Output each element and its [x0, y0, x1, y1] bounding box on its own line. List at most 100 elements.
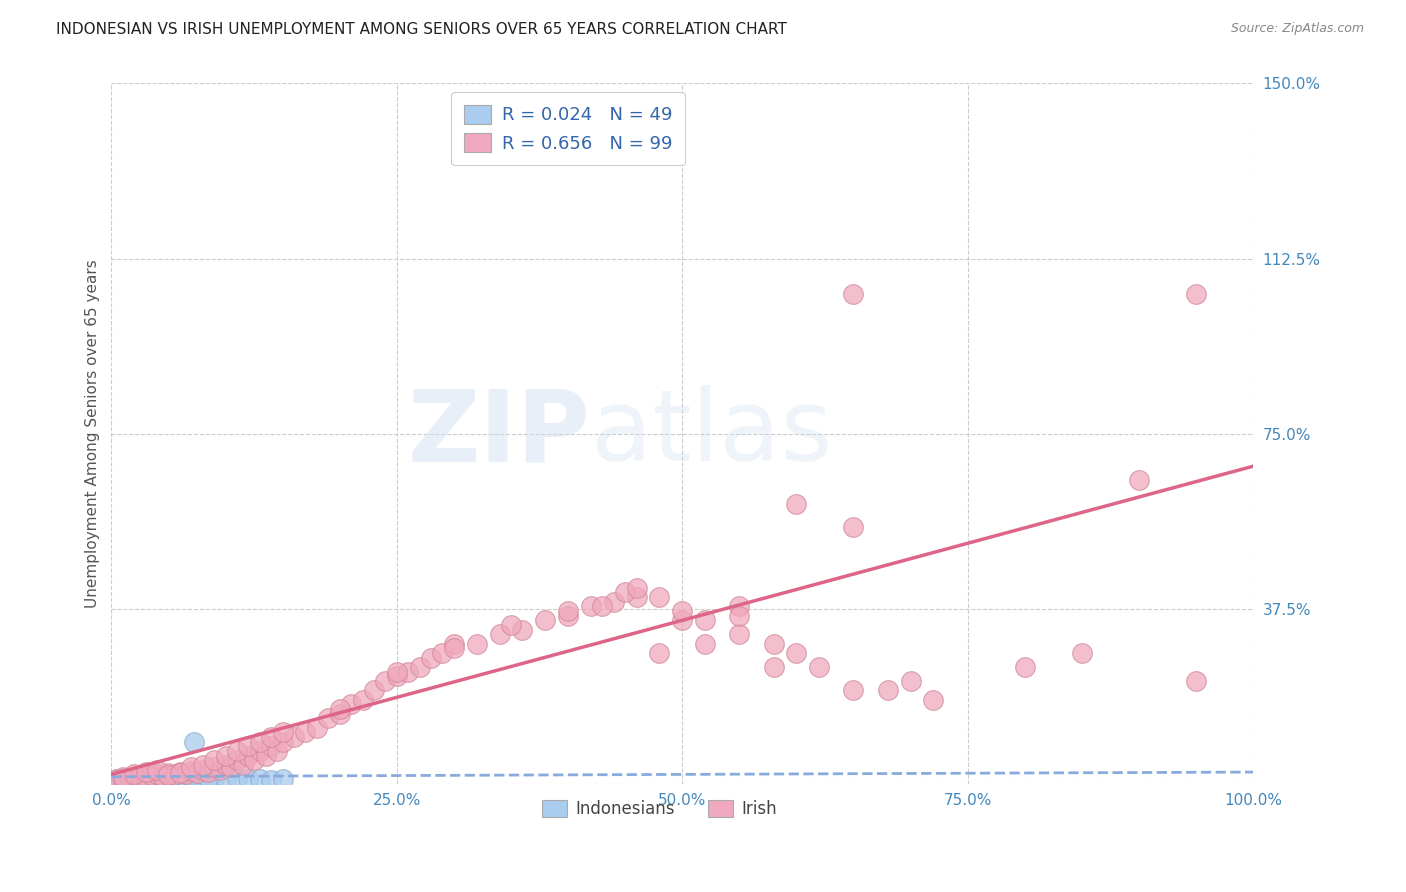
- Point: [512, 623, 534, 637]
- Point: [132, 772, 155, 786]
- Point: [148, 772, 170, 786]
- Point: [340, 698, 363, 712]
- Point: [1185, 286, 1208, 301]
- Point: [842, 520, 865, 534]
- Point: [329, 702, 352, 716]
- Point: [602, 595, 624, 609]
- Point: [191, 758, 214, 772]
- Point: [693, 613, 716, 627]
- Point: [169, 766, 191, 780]
- Point: [214, 758, 236, 772]
- Point: [214, 772, 236, 786]
- Point: [728, 627, 751, 641]
- Point: [150, 772, 173, 786]
- Point: [124, 772, 146, 786]
- Point: [443, 641, 465, 656]
- Text: ZIP: ZIP: [408, 385, 591, 482]
- Point: [465, 637, 488, 651]
- Point: [614, 585, 637, 599]
- Point: [271, 772, 294, 786]
- Point: [318, 711, 340, 725]
- Point: [159, 771, 181, 785]
- Point: [141, 772, 163, 786]
- Point: [117, 772, 139, 786]
- Point: [876, 683, 898, 698]
- Point: [105, 772, 128, 786]
- Point: [260, 730, 283, 744]
- Point: [169, 765, 191, 780]
- Point: [146, 767, 169, 781]
- Point: [208, 763, 231, 777]
- Point: [499, 618, 522, 632]
- Point: [157, 772, 180, 786]
- Point: [420, 650, 443, 665]
- Point: [591, 599, 613, 614]
- Point: [177, 772, 200, 787]
- Text: Source: ZipAtlas.com: Source: ZipAtlas.com: [1230, 22, 1364, 36]
- Point: [626, 590, 648, 604]
- Point: [238, 772, 260, 786]
- Point: [214, 748, 236, 763]
- Point: [260, 772, 283, 787]
- Point: [762, 637, 785, 651]
- Point: [249, 744, 271, 758]
- Point: [238, 748, 260, 763]
- Point: [202, 753, 225, 767]
- Point: [169, 772, 191, 786]
- Point: [152, 770, 174, 784]
- Point: [728, 599, 751, 614]
- Point: [693, 637, 716, 651]
- Point: [191, 763, 214, 777]
- Point: [131, 772, 153, 787]
- Point: [363, 683, 385, 698]
- Point: [105, 772, 128, 786]
- Point: [842, 683, 865, 698]
- Point: [842, 286, 865, 301]
- Point: [762, 660, 785, 674]
- Point: [385, 669, 408, 683]
- Point: [305, 721, 328, 735]
- Point: [226, 744, 249, 758]
- Point: [374, 673, 396, 688]
- Point: [785, 497, 807, 511]
- Point: [1070, 646, 1092, 660]
- Point: [135, 771, 157, 785]
- Point: [120, 771, 142, 785]
- Point: [111, 772, 134, 787]
- Point: [174, 772, 197, 786]
- Point: [534, 613, 557, 627]
- Point: [172, 772, 194, 786]
- Point: [408, 660, 430, 674]
- Point: [254, 748, 277, 763]
- Point: [117, 771, 139, 785]
- Point: [385, 665, 408, 679]
- Point: [122, 767, 145, 781]
- Point: [219, 760, 242, 774]
- Point: [186, 771, 208, 785]
- Point: [122, 770, 145, 784]
- Point: [135, 772, 157, 786]
- Point: [146, 772, 169, 786]
- Point: [153, 772, 176, 787]
- Point: [152, 772, 174, 786]
- Point: [249, 735, 271, 749]
- Point: [121, 772, 143, 787]
- Legend: Indonesians, Irish: Indonesians, Irish: [536, 793, 783, 824]
- Point: [266, 744, 288, 758]
- Point: [186, 766, 208, 780]
- Point: [626, 581, 648, 595]
- Point: [180, 764, 202, 778]
- Point: [243, 753, 266, 767]
- Point: [1014, 660, 1036, 674]
- Point: [141, 768, 163, 782]
- Point: [260, 739, 283, 754]
- Point: [432, 646, 454, 660]
- Point: [166, 772, 188, 786]
- Point: [728, 608, 751, 623]
- Point: [174, 767, 197, 781]
- Point: [557, 608, 579, 623]
- Point: [271, 725, 294, 739]
- Point: [135, 772, 157, 786]
- Text: atlas: atlas: [591, 385, 832, 482]
- Point: [114, 771, 136, 785]
